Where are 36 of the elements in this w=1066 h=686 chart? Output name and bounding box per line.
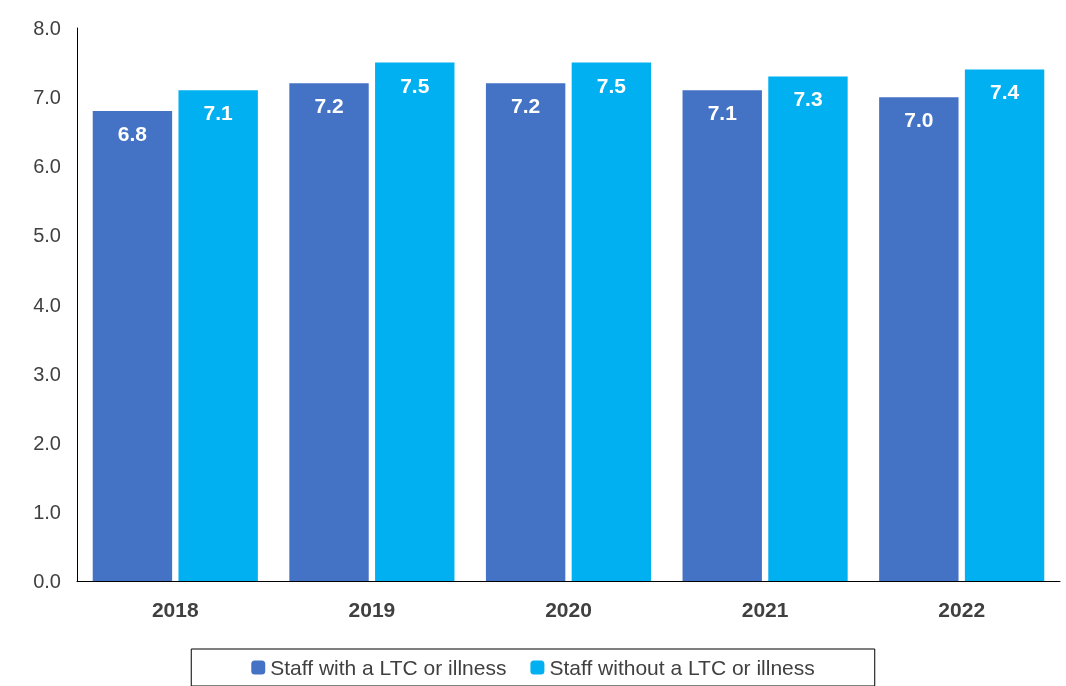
bar [964,69,1045,581]
y-tick-label: 1.0 [33,500,61,523]
y-tick-label: 5.0 [33,224,61,247]
bar [92,110,173,581]
data-label: 7.5 [400,73,430,97]
legend-label: Staff with a LTC or illness [270,656,507,679]
y-tick-label: 4.0 [33,293,61,316]
y-tick-label: 7.0 [33,86,61,109]
x-tick-label: 2020 [545,598,592,621]
bar [375,62,455,581]
y-tick-label: 2.0 [33,431,61,454]
y-tick-label: 0.0 [33,570,61,592]
bar [571,62,652,581]
y-tick-label: 6.0 [33,155,61,178]
bar [879,97,959,581]
y-tick-label: 8.0 [33,17,61,39]
y-tick-label: 3.0 [33,362,61,385]
data-label: 7.4 [989,80,1020,104]
bar [289,83,369,581]
data-label: 7.3 [793,87,823,111]
legend-label: Staff without a LTC or illness [549,656,815,679]
x-tick-label: 2021 [741,598,789,621]
data-label: 7.5 [596,73,627,97]
bar [768,76,848,581]
data-label: 7.2 [314,94,344,118]
data-label: 7.2 [511,94,541,118]
bar [682,90,762,581]
data-label: 7.1 [203,101,234,125]
bar [178,90,258,581]
bar [485,83,566,581]
x-tick-label: 2018 [151,598,199,621]
x-tick-label: 2022 [938,598,986,621]
x-tick-label: 2019 [348,598,396,621]
data-label: 6.8 [117,121,148,145]
data-label: 7.1 [707,101,738,125]
data-label: 7.0 [904,108,934,132]
